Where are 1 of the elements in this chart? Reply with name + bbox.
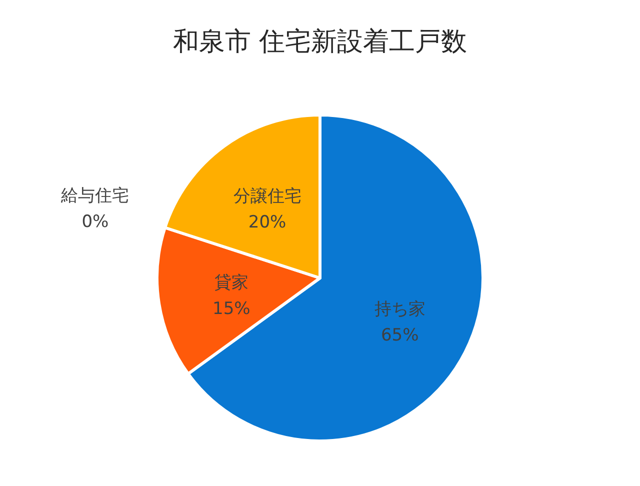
- title: 和泉市 住宅新設着工戸数: [172, 27, 468, 57]
